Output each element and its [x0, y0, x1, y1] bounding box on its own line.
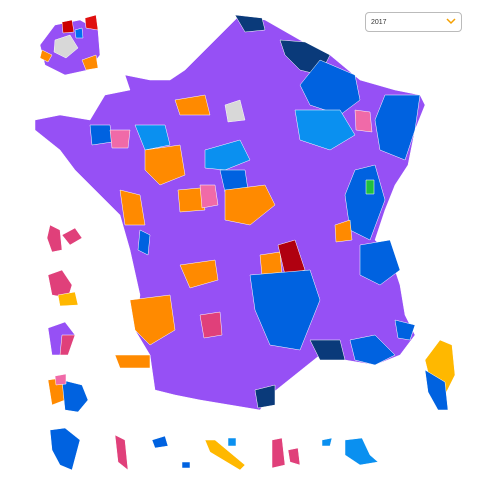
mainland [34, 14, 426, 411]
year-dropdown[interactable]: 2017 [365, 12, 462, 32]
region [84, 14, 99, 31]
region [321, 437, 333, 447]
region [81, 54, 99, 71]
region [89, 124, 113, 146]
region [271, 437, 286, 469]
region [179, 259, 219, 289]
region [61, 379, 89, 413]
region [46, 224, 63, 253]
region [234, 14, 266, 33]
region [137, 229, 151, 256]
region [374, 94, 421, 161]
region [204, 439, 246, 471]
region [134, 124, 171, 151]
region [254, 384, 276, 409]
region [129, 294, 176, 346]
corsica [424, 339, 456, 411]
region [109, 129, 131, 149]
region [151, 435, 169, 449]
region [59, 334, 76, 356]
region [53, 34, 79, 59]
region [224, 99, 246, 123]
region [114, 434, 129, 471]
region [259, 251, 283, 276]
region [57, 291, 79, 307]
region [61, 19, 75, 34]
region [424, 369, 449, 411]
region [287, 447, 301, 466]
chevron-icon [446, 18, 456, 25]
dropdown-value: 2017 [371, 18, 387, 26]
region [199, 311, 223, 339]
region [174, 94, 211, 116]
region [349, 334, 396, 366]
chevron [446, 18, 456, 25]
region [49, 427, 81, 471]
region [47, 269, 73, 299]
region [144, 144, 186, 186]
region [119, 189, 146, 226]
region [114, 354, 151, 369]
region [344, 437, 379, 466]
region [294, 109, 356, 151]
region [249, 269, 321, 351]
region [54, 373, 67, 386]
region [224, 184, 276, 226]
region [204, 139, 251, 171]
region [334, 219, 353, 243]
region [227, 437, 237, 447]
region [277, 239, 306, 276]
region [61, 227, 83, 246]
region [74, 27, 84, 39]
region [354, 109, 373, 133]
region [365, 179, 375, 195]
region [359, 239, 401, 286]
paris-inset [39, 14, 101, 76]
overseas [46, 224, 379, 471]
region [181, 461, 191, 469]
region [199, 184, 219, 209]
region [177, 187, 206, 213]
region [39, 49, 53, 63]
region [394, 319, 416, 341]
region [309, 339, 346, 361]
region [344, 164, 386, 241]
